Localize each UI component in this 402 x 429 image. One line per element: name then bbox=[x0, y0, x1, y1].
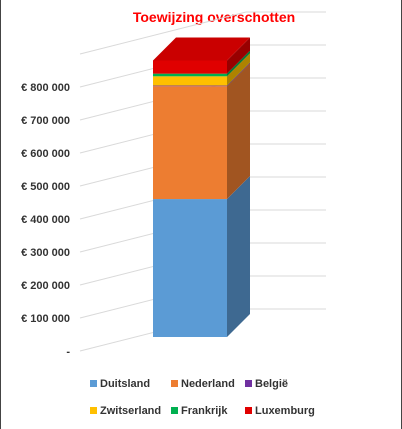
legend: Duitsland Nederland België Zwitserland Frank… bbox=[90, 378, 315, 417]
legend-swatch-belgië bbox=[245, 380, 252, 387]
chart-title: Toewijzing overschotten bbox=[133, 9, 295, 25]
legend-label-luxemburg: Luxemburg bbox=[255, 405, 315, 417]
y-tick-label: € 700 000 bbox=[21, 115, 70, 127]
legend-swatch-duitsland bbox=[90, 380, 97, 387]
legend-swatch-nederland bbox=[171, 380, 178, 387]
left-frame-edge bbox=[0, 0, 1, 429]
gridline-diagonal bbox=[79, 11, 247, 55]
bar-top bbox=[153, 37, 250, 61]
legend-swatch-luxemburg bbox=[245, 407, 252, 414]
y-tick-label: € 800 000 bbox=[21, 82, 70, 94]
bar-front-zwitserland bbox=[153, 76, 227, 86]
bar-side-frankrijk bbox=[227, 50, 250, 77]
bar-side-luxemburg bbox=[227, 37, 250, 74]
y-tick-label: € 300 000 bbox=[21, 247, 70, 259]
bar-side-duitsland bbox=[227, 176, 250, 337]
y-tick-label: € 600 000 bbox=[21, 148, 70, 160]
y-tick-label: € 100 000 bbox=[21, 313, 70, 325]
bar-side-nederland bbox=[227, 63, 250, 200]
bar-front-duitsland bbox=[153, 199, 227, 337]
legend-swatch-frankrijk bbox=[171, 407, 178, 414]
legend-label-zwitserland: Zwitserland bbox=[100, 405, 161, 417]
bar-front-luxemburg bbox=[153, 60, 227, 74]
bar-stack bbox=[153, 37, 250, 337]
legend-label-frankrijk: Frankrijk bbox=[181, 405, 228, 417]
y-axis-tick-labels: - € 100 000 € 200 000 € 300 000 € 400 000 € 5… bbox=[21, 82, 70, 358]
bar-side-belgië bbox=[227, 62, 250, 87]
legend-label-nederland: Nederland bbox=[181, 378, 235, 390]
y-tick-label: - bbox=[66, 346, 70, 358]
y-tick-label: € 200 000 bbox=[21, 280, 70, 292]
bar-front-frankrijk bbox=[153, 73, 227, 77]
legend-label-belgië: België bbox=[255, 378, 288, 390]
bar-front-nederland bbox=[153, 86, 227, 200]
bar-side-zwitserland bbox=[227, 53, 250, 86]
y-tick-label: € 500 000 bbox=[21, 181, 70, 193]
y-tick-label: € 400 000 bbox=[21, 214, 70, 226]
bar-front-belgië bbox=[153, 85, 227, 87]
legend-label-duitsland: Duitsland bbox=[100, 378, 150, 390]
legend-swatch-zwitserland bbox=[90, 407, 97, 414]
